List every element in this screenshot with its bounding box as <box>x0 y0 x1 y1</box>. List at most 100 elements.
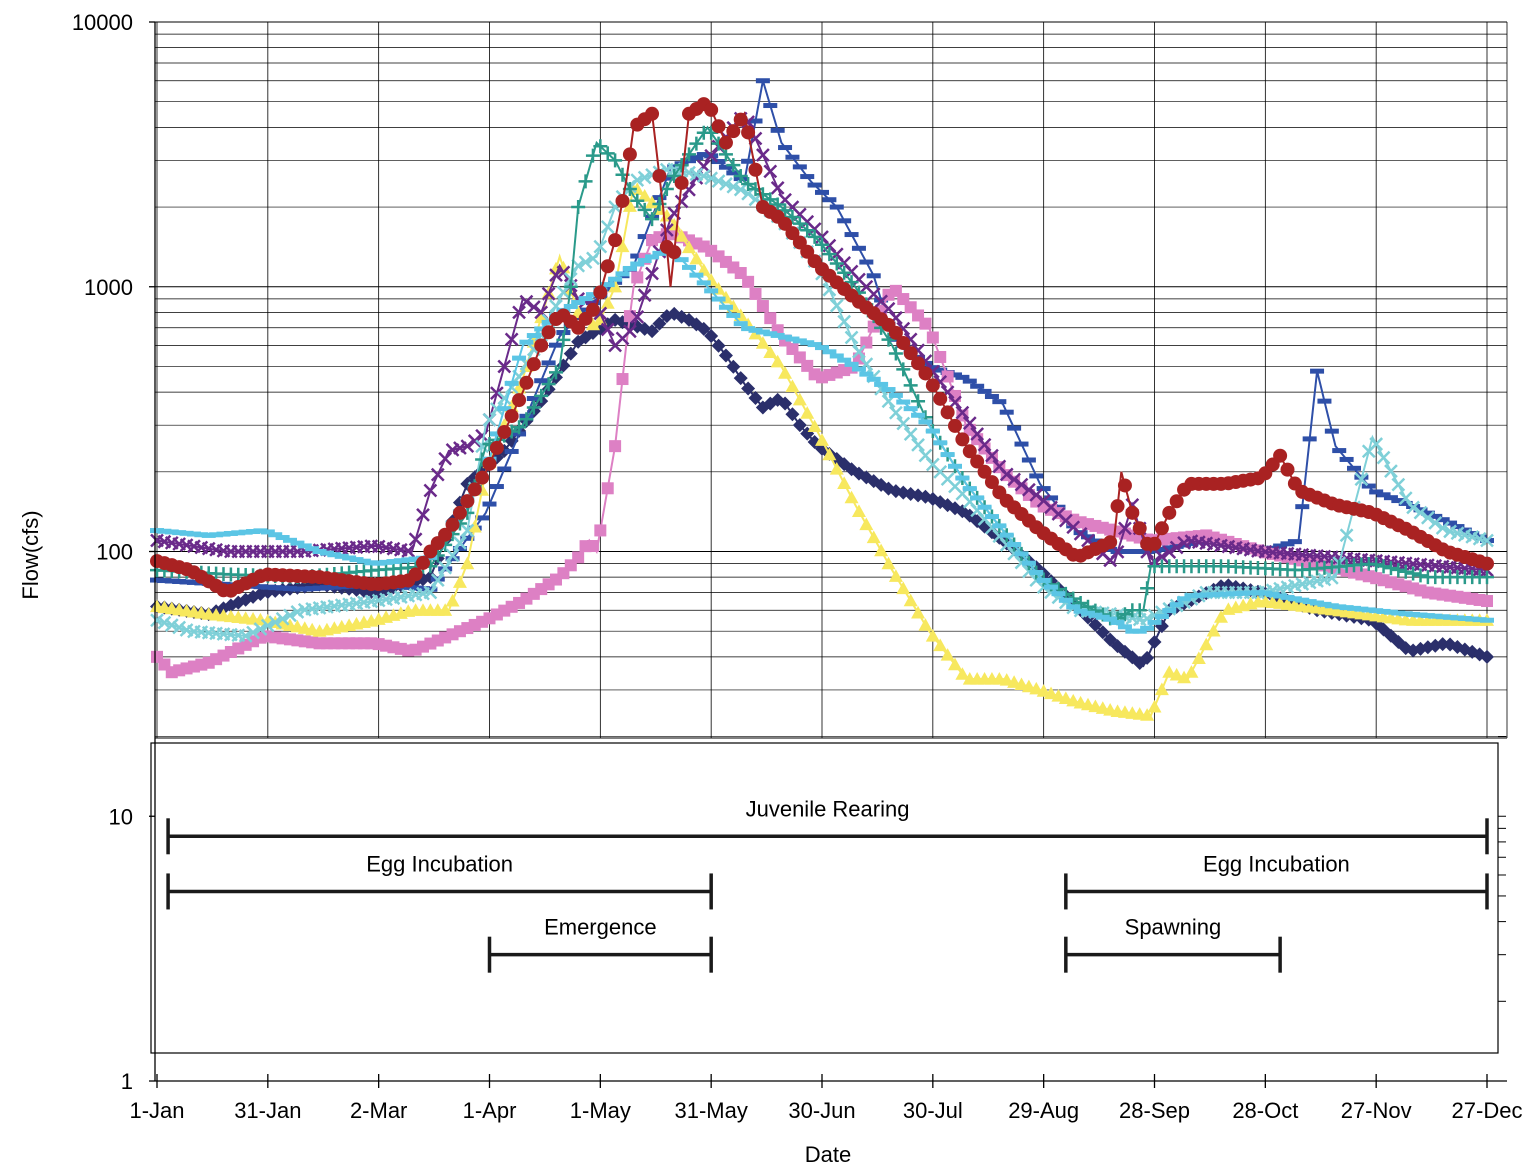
series-point <box>770 354 785 368</box>
series-point <box>475 439 489 454</box>
series-point <box>445 548 460 563</box>
series-point <box>460 439 475 454</box>
series-point <box>600 286 615 292</box>
series-point <box>615 271 630 277</box>
series-point <box>1398 500 1413 506</box>
series-point <box>608 279 623 293</box>
series-point <box>792 392 807 406</box>
series-point <box>741 125 756 140</box>
series-point <box>482 456 497 471</box>
series-point <box>977 437 992 452</box>
series-point <box>1243 590 1258 596</box>
series-point <box>1110 499 1125 514</box>
series-point <box>955 374 970 380</box>
series-point <box>609 440 622 453</box>
series-point <box>541 360 556 366</box>
series-point <box>526 400 541 415</box>
series-point <box>1280 594 1295 600</box>
series-point <box>512 393 527 408</box>
series-point <box>1332 448 1347 454</box>
series-point <box>172 578 187 584</box>
series-point <box>401 557 416 563</box>
series-point <box>275 535 290 541</box>
series-point <box>290 540 305 546</box>
series-point <box>497 406 512 412</box>
series-point <box>1420 510 1435 516</box>
series-point <box>489 484 504 490</box>
series-point <box>194 532 209 538</box>
series-point <box>1206 623 1221 637</box>
series-point <box>1140 708 1155 721</box>
series-point <box>1147 699 1162 713</box>
series-point <box>201 532 216 538</box>
series-point <box>1324 603 1339 609</box>
series-point <box>726 158 741 173</box>
period-label: Juvenile Rearing <box>746 796 910 821</box>
y-tick-label: 1 <box>121 1069 133 1094</box>
series-point <box>1125 549 1140 554</box>
series-point <box>718 348 733 363</box>
series-point <box>851 504 866 518</box>
series-point <box>1481 595 1493 608</box>
series-point <box>933 391 948 406</box>
series-point <box>1302 436 1317 442</box>
series-point <box>504 380 519 386</box>
series-point <box>593 139 608 154</box>
series-point <box>1110 619 1125 625</box>
series-point <box>1413 568 1428 583</box>
series-point <box>940 452 955 458</box>
series-point <box>1140 625 1155 631</box>
series-point <box>438 560 453 575</box>
series-point <box>1045 503 1058 516</box>
series-point <box>460 494 475 509</box>
series-point <box>748 118 763 124</box>
series-point <box>1162 545 1177 559</box>
series-point <box>1214 591 1228 597</box>
series-point <box>704 102 719 117</box>
series-point <box>970 495 985 501</box>
series-point <box>1044 584 1059 590</box>
series-point <box>585 148 600 163</box>
series-point <box>541 286 556 301</box>
series-point <box>297 586 312 592</box>
series-point <box>741 381 756 396</box>
series-point <box>962 378 977 384</box>
series-point <box>305 546 320 552</box>
series-point <box>423 586 438 592</box>
series-point <box>1391 477 1406 492</box>
series-point <box>445 593 460 607</box>
series-point <box>519 412 534 427</box>
lower-panel-frame <box>150 742 1499 1054</box>
series-point <box>1287 539 1302 545</box>
series-point <box>164 529 179 535</box>
series-point <box>637 202 652 217</box>
series-point <box>1406 500 1420 515</box>
series-point <box>742 275 755 288</box>
series-point <box>157 528 172 534</box>
series-point <box>563 346 578 361</box>
series-point <box>1132 603 1147 618</box>
series-point <box>896 416 911 431</box>
x-tick-label: 31-May <box>674 1098 747 1123</box>
series-point <box>770 180 785 195</box>
series-point <box>667 164 682 170</box>
series-point <box>1169 602 1184 608</box>
series-point <box>1021 457 1036 463</box>
series-point <box>1147 619 1162 625</box>
series-point <box>475 428 489 443</box>
series-point <box>689 272 704 278</box>
series-point <box>1132 628 1147 634</box>
series-point <box>696 152 711 158</box>
series-point <box>408 567 423 582</box>
series-point <box>578 307 593 313</box>
series-point <box>888 346 903 361</box>
series-point <box>940 648 955 661</box>
series-point <box>903 593 918 607</box>
series-point <box>755 336 770 349</box>
x-tick-label: 29-Aug <box>1008 1098 1079 1123</box>
series-point <box>807 419 822 433</box>
series-point <box>785 379 800 393</box>
series-point <box>1428 513 1443 519</box>
series-point <box>452 545 467 551</box>
series-point <box>1103 616 1118 622</box>
